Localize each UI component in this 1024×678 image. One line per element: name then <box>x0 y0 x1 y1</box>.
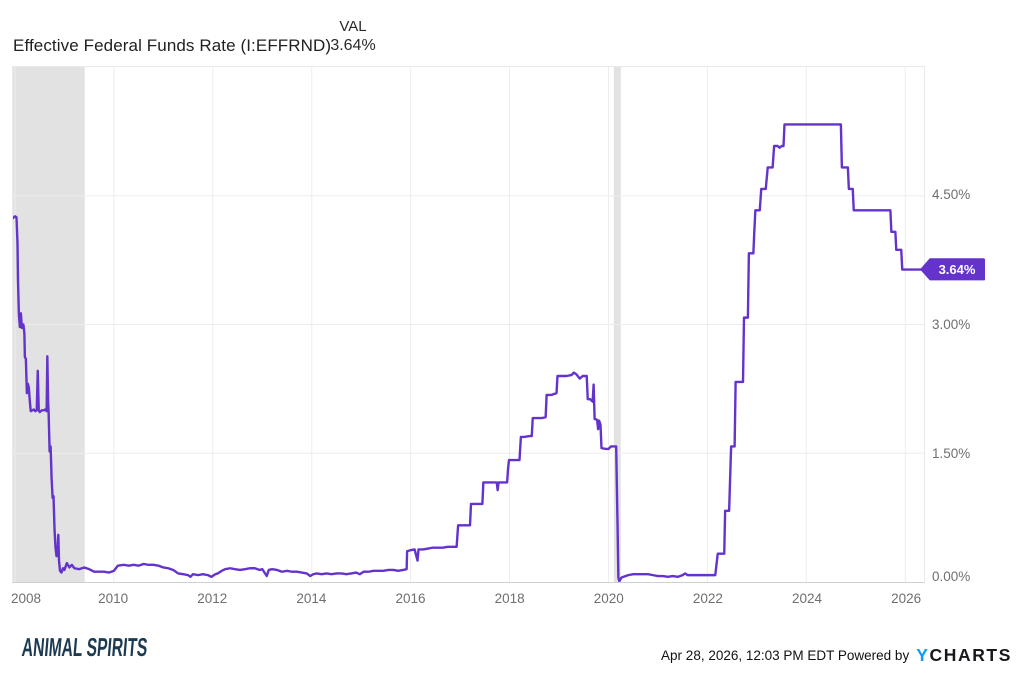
value-column-value: 3.64% <box>330 37 376 54</box>
ycharts-logo-y: Y <box>916 645 930 665</box>
x-axis-label: 2024 <box>792 591 823 606</box>
y-axis-label: 3.00% <box>932 316 971 332</box>
ycharts-logo: YCHARTS <box>916 645 1012 666</box>
x-axis-label: 2018 <box>494 591 525 606</box>
animal-spirits-logo: ANIMAL SPIRITS <box>20 632 149 662</box>
x-axis-label: 2026 <box>891 591 922 606</box>
x-axis-label: 2020 <box>593 591 624 606</box>
x-axis-label: 2016 <box>395 591 426 606</box>
chart-title: Effective Federal Funds Rate (I:EFFRND) <box>13 36 332 55</box>
rate-line <box>13 123 923 582</box>
footer-attribution: Apr 28, 2026, 12:03 PM EDT Powered by YC… <box>661 645 1012 666</box>
y-axis-label: 0.00% <box>932 569 971 584</box>
timestamp: Apr 28, 2026, 12:03 PM EDT Powered by <box>661 648 910 663</box>
x-axis-label: 2022 <box>692 591 723 606</box>
value-column-header: VAL <box>339 18 367 35</box>
y-axis-label: 1.50% <box>932 445 971 461</box>
value-column: VAL 3.64% <box>314 18 392 55</box>
y-axis-label: 4.50% <box>932 187 971 203</box>
x-axis-label: 2010 <box>98 591 129 606</box>
x-axis-label: 2014 <box>296 591 327 606</box>
chart-svg <box>13 67 924 582</box>
ycharts-logo-charts: CHARTS <box>929 645 1012 665</box>
x-axis-label: 2012 <box>197 591 228 606</box>
x-axis-label: 2008 <box>11 591 42 606</box>
last-value-tag: 3.64% <box>920 258 985 281</box>
plot-area[interactable] <box>12 66 925 583</box>
